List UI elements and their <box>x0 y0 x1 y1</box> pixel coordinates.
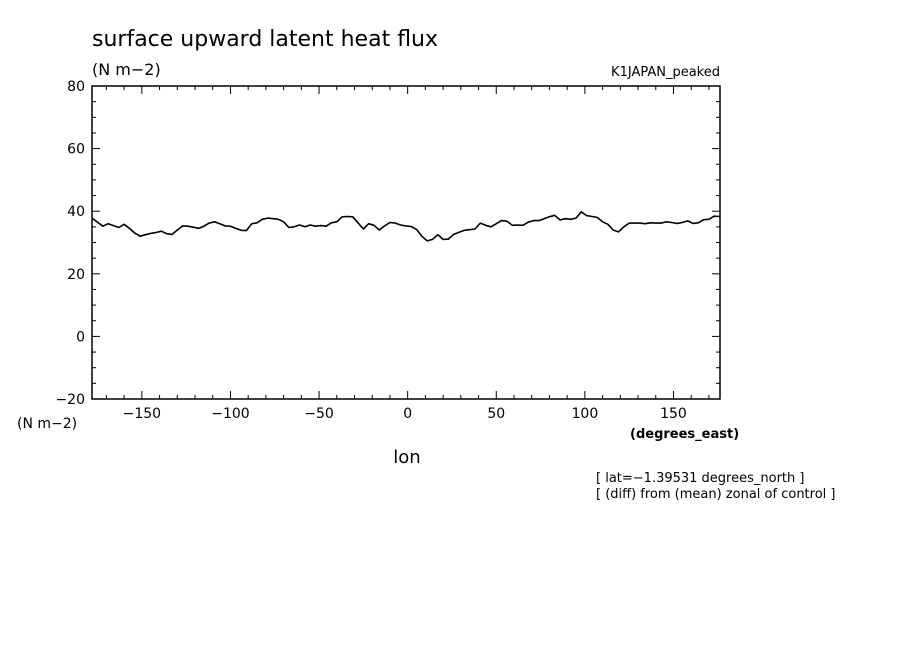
x-axis-units: (degrees_east) <box>630 427 739 442</box>
run-label: K1JAPAN_peaked <box>611 65 720 80</box>
x-tick-label: 100 <box>572 406 599 422</box>
x-tick-label: 150 <box>660 406 687 422</box>
x-tick-label: 50 <box>487 406 505 422</box>
x-tick-label: −100 <box>211 406 249 422</box>
x-tick-labels: −150 −100 −50 0 50 100 150 <box>123 406 687 422</box>
x-axis-label: lon <box>393 447 420 468</box>
y-tick-label: 60 <box>67 142 85 158</box>
note-latitude: [ lat=−1.39531 degrees_north ] <box>596 471 804 486</box>
note-diff-description: [ (diff) from (mean) zonal of control ] <box>596 487 835 502</box>
axis-ticks <box>92 85 720 400</box>
y-tick-label: 20 <box>67 267 85 283</box>
x-tick-label: −150 <box>123 406 161 422</box>
y-tick-labels: −20 0 20 40 60 80 <box>55 79 85 408</box>
title-units-label: (N m−2) <box>92 60 161 79</box>
y-tick-label: 40 <box>67 204 85 220</box>
y-axis-units: (N m−2) <box>17 416 77 432</box>
x-tick-label: 0 <box>403 406 412 422</box>
y-tick-label: 80 <box>67 79 85 95</box>
y-tick-label: −20 <box>55 392 85 408</box>
series-group <box>91 211 720 242</box>
series-line <box>91 211 720 242</box>
plot-frame <box>91 85 721 400</box>
x-tick-label: −50 <box>304 406 334 422</box>
y-tick-label: 0 <box>76 329 85 345</box>
chart-title: surface upward latent heat flux <box>92 27 438 52</box>
